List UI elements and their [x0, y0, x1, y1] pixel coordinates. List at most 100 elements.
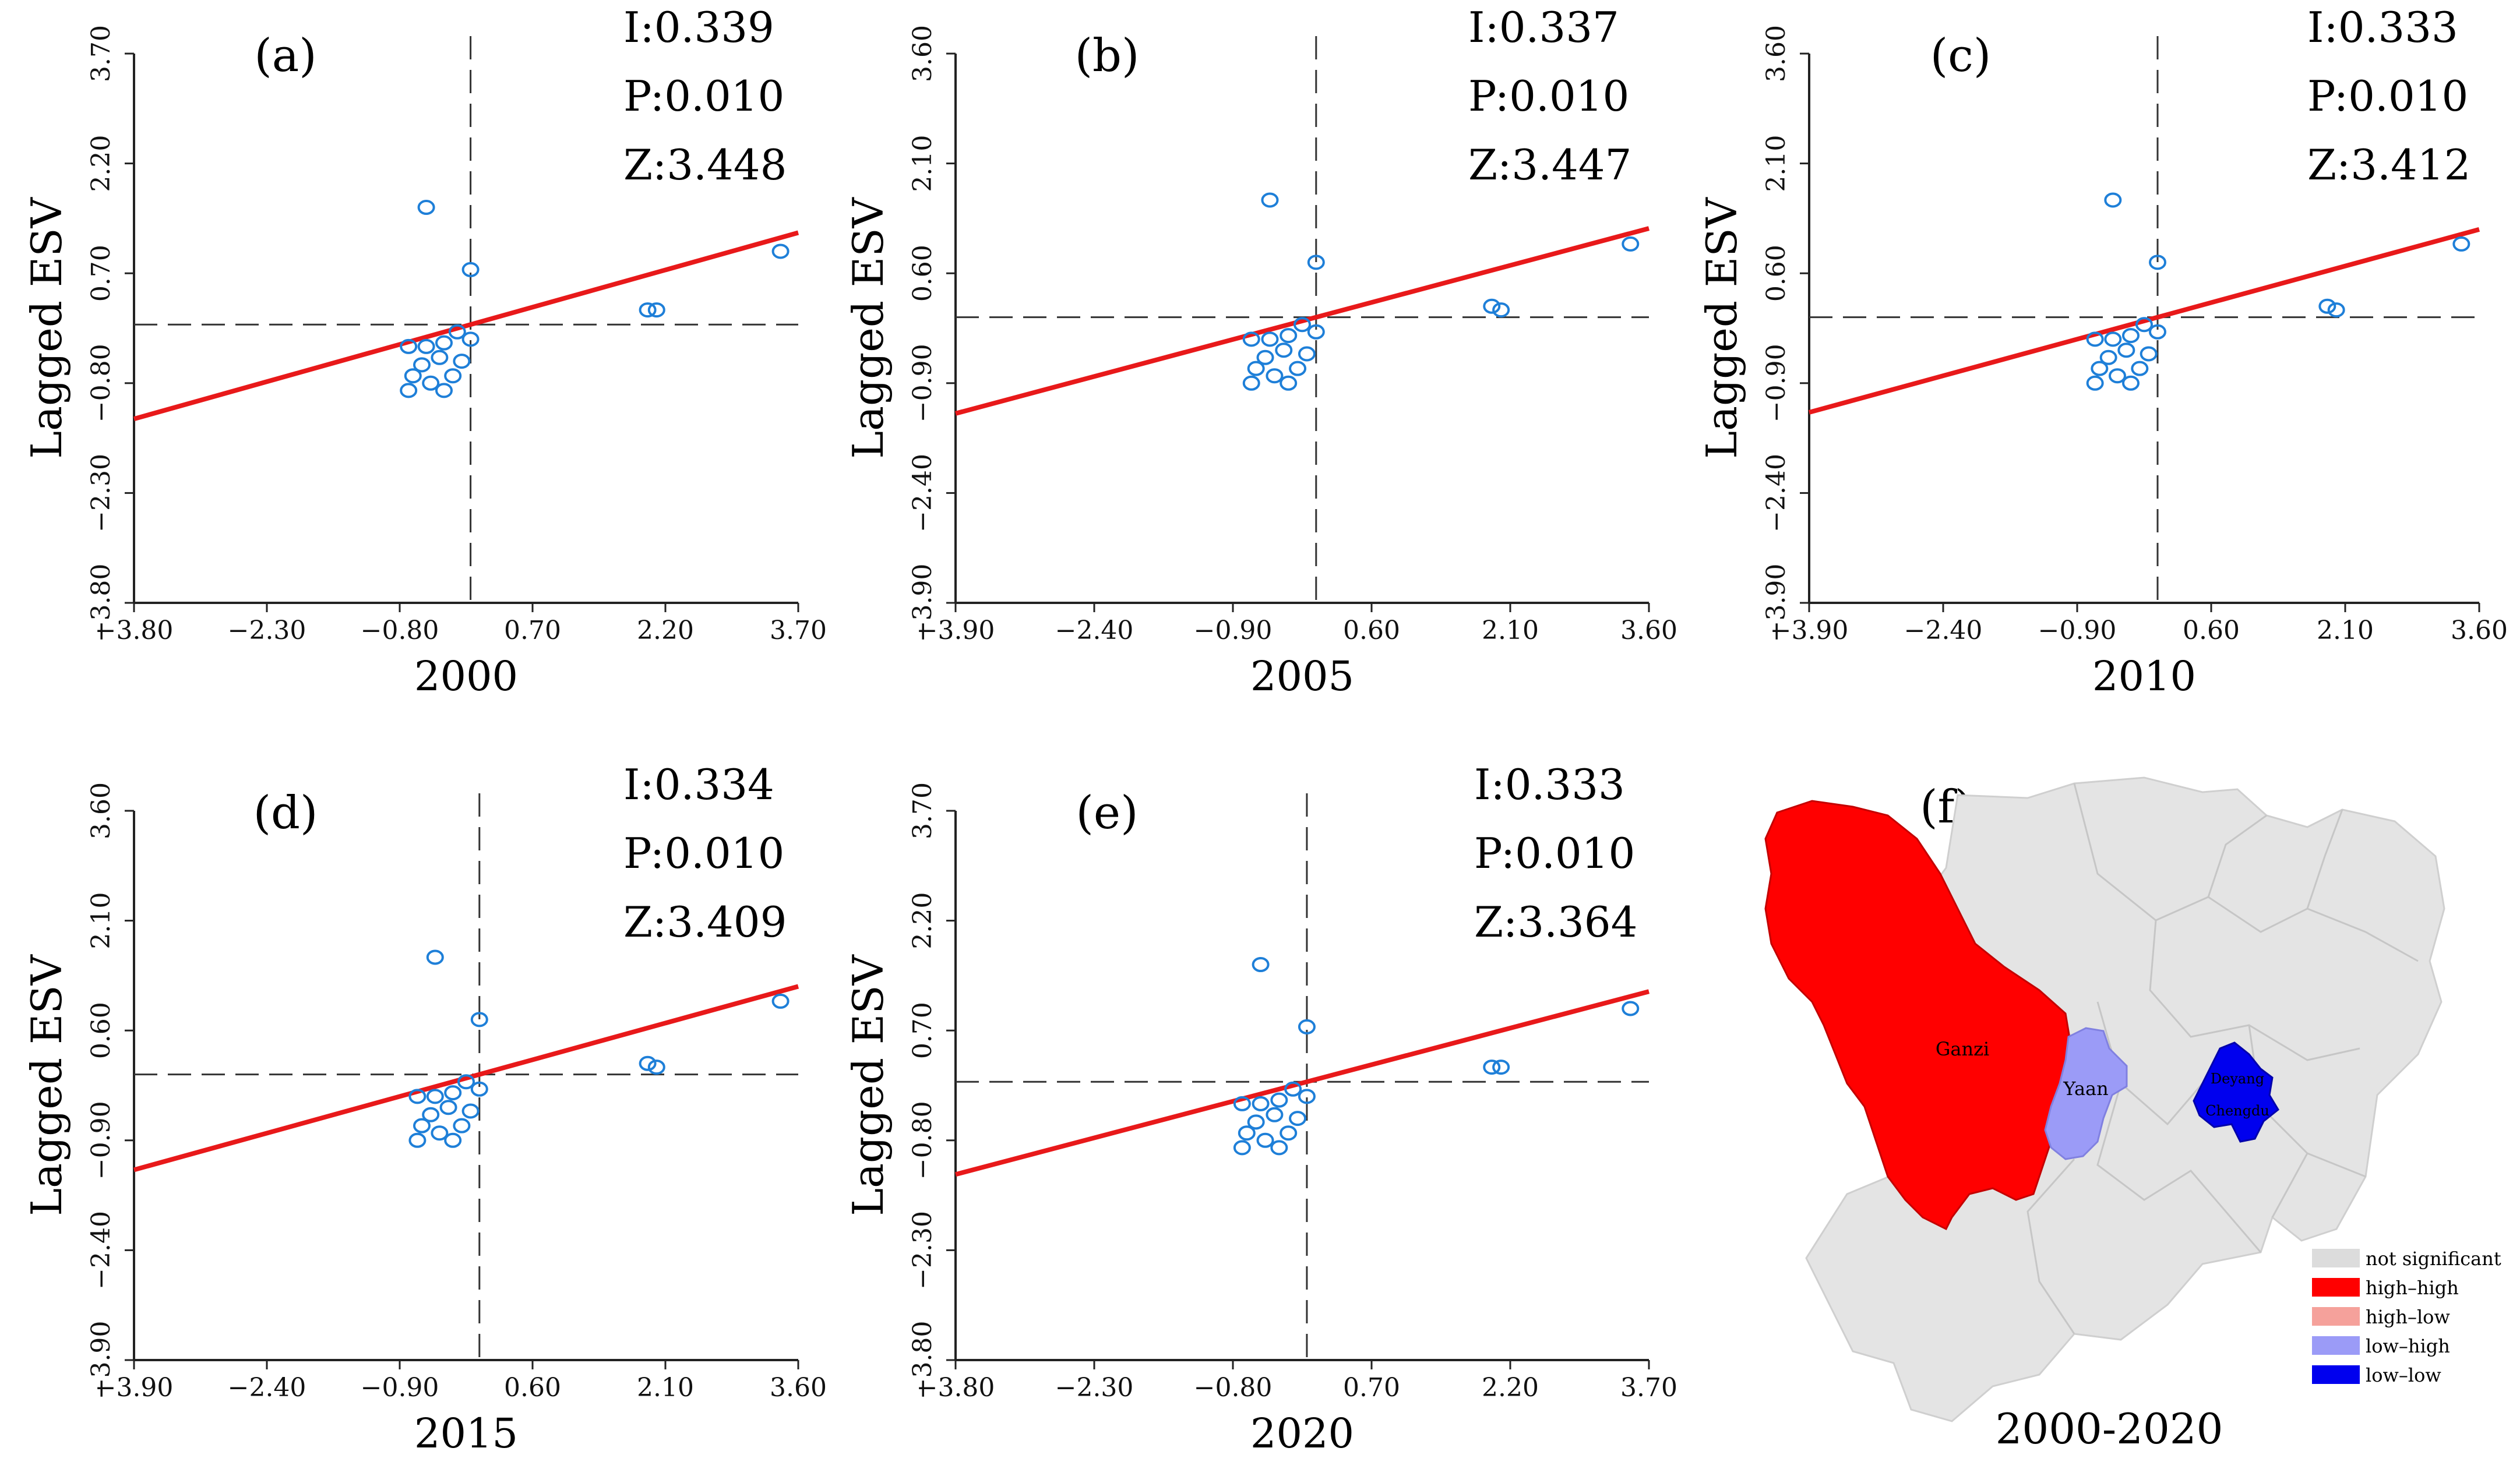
- panel-label: (e): [1076, 787, 1138, 839]
- data-point: [2140, 346, 2158, 362]
- y-axis-label: Lagged ESV: [1697, 196, 1746, 458]
- x-tick-label: 3.70: [770, 616, 827, 645]
- scatter-panel-3: −3.90−3.90 −2.40 −2.40 −0.90 −0.90 0.60 0.60 2.…: [1697, 3, 2508, 700]
- y-tick-label: −2.30: [86, 454, 116, 532]
- stat-i: I:0.333: [1474, 760, 1625, 809]
- data-point: [457, 1074, 475, 1090]
- data-point: [426, 949, 444, 965]
- data-point: [1622, 1001, 1640, 1016]
- scatter-panel-1: −3.80−3.80 −2.30 −2.30 −0.80 −0.80 0.70 0.70 2.…: [22, 3, 827, 700]
- data-point: [470, 1081, 488, 1097]
- x-tick-label: 3.70: [1620, 1373, 1677, 1403]
- legend-swatch-high-low: [2312, 1307, 2360, 1326]
- data-point: [647, 1060, 665, 1075]
- data-point: [1483, 1060, 1501, 1075]
- data-point: [408, 1132, 427, 1148]
- legend-swatch-low-high: [2312, 1336, 2360, 1355]
- data-point: [1280, 1125, 1298, 1141]
- legend-label-not-significant: not significant: [2366, 1248, 2501, 1270]
- data-point: [400, 383, 418, 398]
- legend-label-low-low: low–low: [2366, 1364, 2441, 1386]
- map-label-deyang: Deyang: [2211, 1071, 2264, 1087]
- y-tick-label: −2.40: [1761, 454, 1791, 532]
- regression-line: [133, 230, 799, 422]
- x-tick-label: −2.30: [228, 616, 306, 645]
- data-point: [444, 368, 462, 384]
- data-point: [2117, 342, 2135, 358]
- data-point: [639, 1055, 657, 1071]
- data-point: [1492, 1060, 1510, 1075]
- data-point: [453, 1118, 471, 1133]
- x-tick-label: −0.90: [2038, 616, 2117, 645]
- data-point: [448, 324, 466, 340]
- data-point: [1289, 1111, 1307, 1126]
- y-axis-label: Lagged ESV: [844, 954, 893, 1216]
- data-point: [1261, 192, 1279, 208]
- regression-line: [954, 989, 1650, 1177]
- data-point: [2086, 331, 2104, 347]
- x-tick-label: −0.80: [361, 616, 439, 645]
- legend-label-high-low: high–low: [2366, 1306, 2450, 1328]
- data-point: [1307, 324, 1325, 340]
- data-point: [2149, 324, 2166, 340]
- map-region-ganzi: [1764, 800, 2073, 1231]
- y-tick-label: 3.60: [908, 25, 937, 82]
- y-tick-label: 3.60: [1761, 25, 1791, 82]
- data-point: [444, 1132, 462, 1148]
- data-point: [1266, 368, 1284, 384]
- data-point: [647, 302, 665, 318]
- data-point: [435, 335, 453, 351]
- legend-label-high-high: high–high: [2366, 1277, 2459, 1299]
- data-point: [1266, 1107, 1284, 1122]
- x-tick-label: −0.80: [1194, 1373, 1273, 1403]
- data-point: [1298, 1089, 1316, 1104]
- data-point: [461, 1103, 480, 1119]
- data-point: [771, 993, 790, 1009]
- y-tick-label: −0.90: [908, 344, 937, 422]
- y-tick-label: −0.90: [1761, 344, 1791, 422]
- map-region-yaan: [2044, 1027, 2128, 1160]
- stat-z: Z:3.364: [1474, 898, 1637, 947]
- y-tick-label: 2.10: [908, 135, 937, 192]
- data-point: [2122, 328, 2140, 344]
- data-point: [2135, 317, 2153, 333]
- scatter-panel-2: −3.90−3.90 −2.40 −2.40 −0.90 −0.90 0.60 0.60 2.…: [844, 3, 1677, 700]
- data-point: [413, 1118, 431, 1133]
- panel-label: (c): [1930, 30, 1992, 82]
- x-tick-label: −2.30: [1055, 1373, 1134, 1403]
- x-tick-label: 0.70: [1343, 1373, 1400, 1403]
- y-tick-label: −0.80: [908, 1101, 937, 1180]
- data-point: [417, 200, 435, 216]
- data-point: [1252, 1096, 1270, 1111]
- x-tick-label: 3.60: [1620, 616, 1677, 645]
- data-point: [1280, 328, 1298, 344]
- x-tick-label: −3.80: [95, 616, 174, 645]
- data-point: [439, 1100, 457, 1115]
- legend-label-low-high: low–high: [2366, 1335, 2450, 1357]
- y-tick-label: −0.80: [86, 344, 116, 422]
- stat-i: I:0.339: [623, 3, 774, 52]
- y-tick-label: 3.60: [86, 782, 116, 839]
- data-point: [1233, 1140, 1251, 1156]
- x-tick-label: 0.60: [2183, 616, 2240, 645]
- y-tick-label: −2.30: [908, 1211, 937, 1290]
- y-axis-label: Lagged ESV: [844, 196, 893, 458]
- data-point: [400, 338, 418, 354]
- stat-z: Z:3.447: [1468, 140, 1631, 189]
- data-point: [1298, 1019, 1316, 1034]
- y-tick-label: 3.70: [908, 782, 937, 839]
- data-point: [444, 1085, 462, 1101]
- y-tick-label: −3.90: [86, 1321, 116, 1400]
- data-point: [422, 1107, 440, 1122]
- y-axis-label: Lagged ESV: [22, 954, 71, 1216]
- x-axis-year-label: 2000: [414, 652, 518, 700]
- y-tick-label: 0.60: [1761, 245, 1791, 302]
- x-tick-label: 2.10: [2317, 616, 2374, 645]
- regression-line: [954, 226, 1650, 416]
- data-point: [2091, 361, 2109, 376]
- panel-label: (b): [1075, 30, 1140, 82]
- stat-p: P:0.010: [1468, 72, 1629, 121]
- data-point: [2149, 255, 2166, 270]
- map-period-label: 2000-2020: [1996, 1404, 2223, 1453]
